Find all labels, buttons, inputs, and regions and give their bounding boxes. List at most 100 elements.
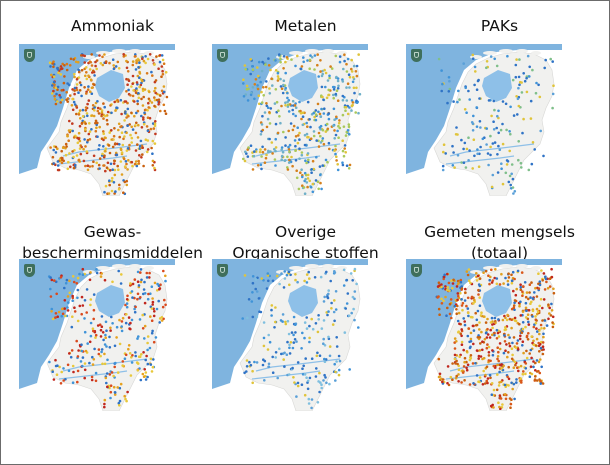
measurement-dot	[150, 370, 154, 373]
measurement-dot	[346, 82, 350, 85]
measurement-dot	[63, 64, 66, 67]
measurement-dot	[318, 371, 321, 375]
measurement-dot	[467, 136, 470, 139]
measurement-dot	[143, 368, 146, 371]
measurement-dot	[140, 114, 143, 118]
measurement-dot	[496, 171, 500, 174]
measurement-dot	[480, 311, 483, 314]
measurement-dot	[160, 75, 163, 78]
measurement-dot	[538, 95, 542, 99]
measurement-dot	[476, 274, 480, 278]
measurement-dot	[155, 98, 159, 102]
wadden-island	[322, 264, 334, 268]
measurement-dot	[482, 356, 486, 360]
measurement-dot	[348, 133, 351, 136]
measurement-dot	[548, 306, 551, 310]
measurement-dot	[319, 141, 323, 144]
measurement-dot	[87, 99, 91, 102]
measurement-dot	[276, 71, 280, 75]
measurement-dot	[274, 306, 277, 309]
measurement-dot	[268, 92, 272, 95]
measurement-dot	[511, 341, 514, 345]
wadden-island	[112, 49, 126, 53]
measurement-dot	[318, 126, 322, 129]
measurement-dot	[120, 173, 124, 176]
measurement-dot	[333, 118, 336, 121]
measurement-dot	[143, 301, 147, 305]
measurement-dot	[479, 355, 483, 358]
measurement-dot	[112, 67, 116, 71]
measurement-dot	[503, 340, 507, 343]
measurement-dot	[94, 119, 98, 123]
measurement-dot	[522, 72, 525, 75]
measurement-dot	[524, 372, 527, 376]
measurement-dot	[456, 133, 459, 136]
measurement-dot	[322, 300, 326, 303]
measurement-dot	[461, 371, 465, 374]
measurement-dot	[478, 284, 482, 288]
measurement-dot	[476, 152, 479, 156]
measurement-dot	[333, 299, 336, 302]
measurement-dot	[109, 329, 112, 332]
measurement-dot	[491, 353, 495, 357]
wadden-island	[499, 49, 513, 53]
measurement-dot	[465, 147, 469, 151]
measurement-dot	[160, 54, 164, 57]
measurement-dot	[330, 307, 333, 310]
measurement-dot	[150, 319, 154, 322]
measurement-dot	[326, 296, 330, 300]
measurement-dot	[260, 90, 263, 94]
measurement-dot	[307, 270, 310, 274]
measurement-dot	[450, 279, 453, 282]
measurement-dot	[303, 192, 307, 195]
measurement-dot	[265, 125, 269, 129]
measurement-dot	[328, 76, 331, 80]
wadden-island	[129, 264, 141, 268]
measurement-dot	[100, 137, 104, 140]
measurement-dot	[486, 152, 490, 155]
measurement-dot	[333, 137, 336, 140]
measurement-dot	[138, 72, 142, 75]
measurement-dot	[442, 143, 446, 146]
measurement-dot	[320, 85, 324, 89]
measurement-dot	[301, 115, 305, 118]
measurement-dot	[507, 377, 511, 381]
measurement-dot	[319, 181, 322, 185]
measurement-dot	[330, 67, 334, 70]
measurement-dot	[140, 97, 143, 101]
measurement-dot	[72, 58, 75, 61]
measurement-dot	[545, 280, 548, 284]
measurement-dot	[534, 91, 538, 95]
ijsselmeer	[482, 285, 512, 317]
measurement-dot	[309, 186, 313, 189]
measurement-dot	[278, 115, 281, 118]
measurement-dot	[156, 282, 159, 286]
measurement-dot	[456, 100, 459, 104]
measurement-dot	[92, 317, 95, 321]
measurement-dot	[448, 302, 452, 306]
measurement-dot	[474, 311, 477, 315]
measurement-dot	[323, 344, 327, 347]
measurement-dot	[355, 64, 359, 68]
measurement-dot	[244, 93, 247, 96]
measurement-dot	[82, 159, 86, 163]
measurement-dot	[101, 362, 104, 366]
measurement-dot	[267, 64, 271, 67]
measurement-dot	[509, 402, 513, 406]
measurement-dot	[493, 331, 496, 335]
measurement-dot	[330, 301, 333, 305]
measurement-dot	[107, 144, 111, 147]
measurement-dot	[92, 308, 96, 312]
measurement-dot	[497, 401, 500, 404]
measurement-dot	[506, 54, 509, 58]
measurement-dot	[251, 275, 255, 278]
measurement-dot	[552, 291, 556, 295]
measurement-dot	[351, 295, 355, 299]
measurement-dot	[546, 286, 550, 290]
measurement-dot	[475, 272, 478, 275]
measurement-dot	[157, 299, 160, 303]
measurement-dot	[508, 174, 512, 178]
measurement-dot	[137, 66, 140, 69]
measurement-dot	[298, 147, 301, 150]
measurement-dot	[307, 402, 311, 405]
